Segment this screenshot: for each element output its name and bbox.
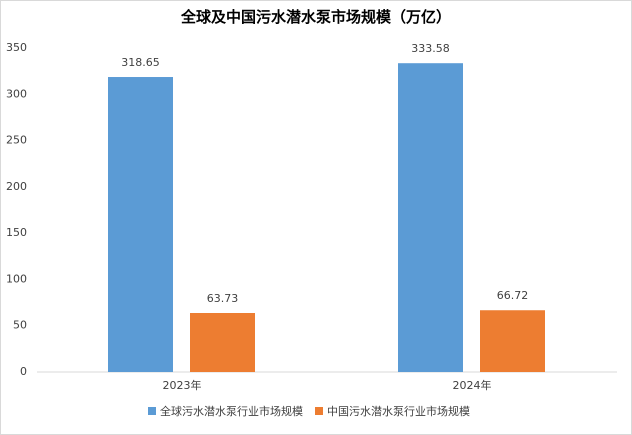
legend-label: 中国污水潜水泵行业市场规模 — [327, 404, 470, 418]
y-tick-label: 50 — [13, 319, 27, 332]
bar — [108, 77, 173, 372]
legend-label: 全球污水潜水泵行业市场规模 — [160, 404, 303, 418]
bar — [398, 63, 463, 373]
y-tick-label: 250 — [6, 134, 27, 147]
value-label: 318.65 — [121, 56, 160, 69]
y-tick-label: 350 — [6, 41, 27, 54]
value-label: 66.72 — [497, 289, 529, 302]
value-label: 333.58 — [411, 42, 450, 55]
bar — [480, 310, 545, 372]
y-tick-label: 300 — [6, 87, 27, 100]
x-tick-label: 2023年 — [163, 378, 202, 392]
legend-swatch — [148, 407, 156, 415]
y-tick-label: 0 — [20, 365, 27, 378]
y-tick-label: 200 — [6, 180, 27, 193]
value-label: 63.73 — [207, 292, 239, 305]
bar — [190, 313, 255, 372]
y-tick-label: 100 — [6, 272, 27, 285]
x-tick-label: 2024年 — [453, 378, 492, 392]
y-tick-label: 150 — [6, 226, 27, 239]
chart-title: 全球及中国污水潜水泵市场规模（万亿） — [180, 8, 451, 26]
legend-swatch — [315, 407, 323, 415]
